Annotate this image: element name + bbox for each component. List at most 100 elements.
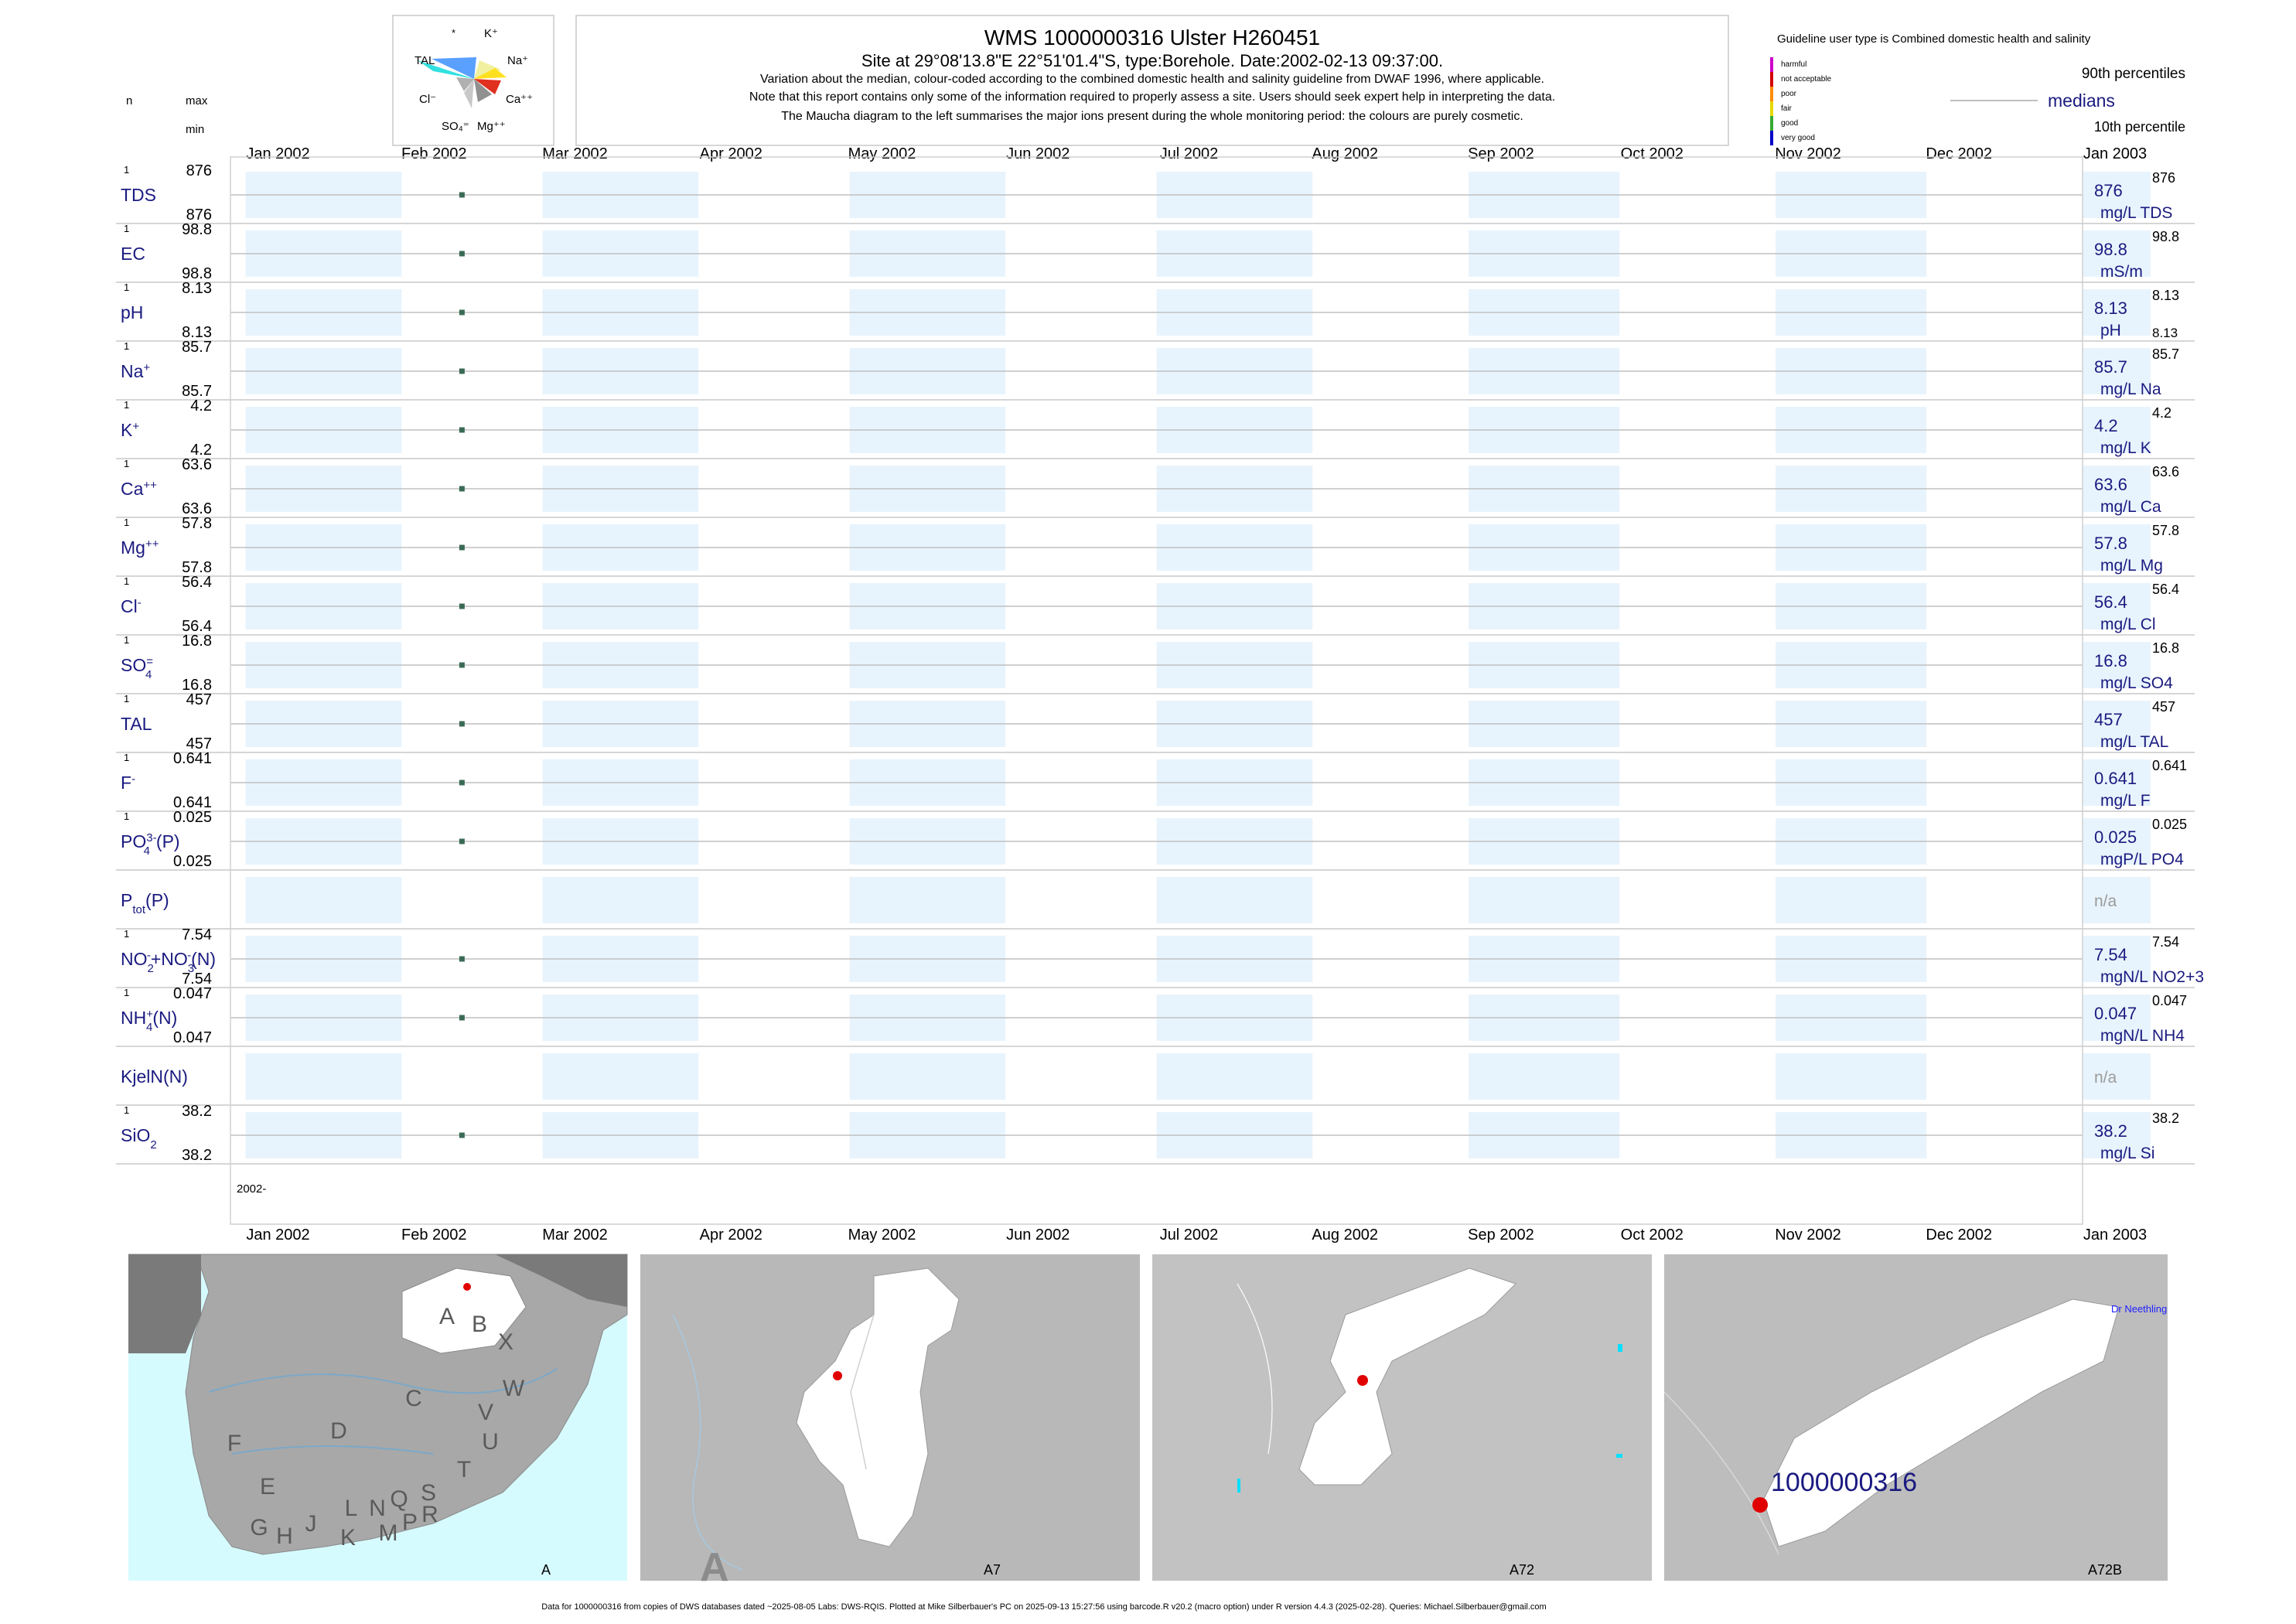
region-letter: S [421,1480,436,1506]
map-panel-a72: A72 [1152,1254,1652,1581]
month-band [1156,1053,1313,1100]
month-band [2083,1112,2151,1158]
month-band [1469,877,1620,923]
param-min: 0.641 [173,794,212,811]
maucha-label-na: Na⁺ [507,54,528,67]
map-panel-2-big-letter: A [700,1545,729,1590]
param-n: 1 [124,517,129,528]
region-letter: N [369,1496,386,1521]
param-row-ec: EC 1 98.8 98.8 98.8 98.8 mS/m [116,221,2195,283]
param-min: 0.047 [173,1029,212,1046]
month-band [2083,995,2151,1041]
data-point [459,662,465,668]
data-point [459,838,465,844]
maucha-label-star: * [452,27,455,39]
param-min: 7.54 [182,971,212,988]
x-tick-label-bottom: Dec 2002 [1926,1227,1992,1244]
param-min: 4.2 [190,442,212,459]
param-p90: 56.4 [2152,582,2179,597]
param-unit: mg/L Na [2100,380,2161,398]
footer-text: Data for 1000000316 from copies of DWS d… [541,1602,1546,1612]
param-label: NH+ 4(N) [121,1008,177,1034]
month-band [2083,407,2151,453]
site-marker [463,1283,471,1291]
month-band [2083,701,2151,747]
month-band [2083,759,2151,806]
param-unit: mg/L TDS [2100,204,2172,222]
region-letter: F [227,1431,241,1456]
param-label: F- [121,773,135,793]
data-point [459,192,465,198]
month-band [2083,348,2151,394]
param-p90: 876 [2152,170,2175,186]
map-panel-a72b: 1000000316 Dr Neethling A72B [1663,1254,2168,1581]
month-band [2083,818,2151,865]
param-max: 0.025 [173,809,212,826]
parameter-rows: TDS 1 876 876 876 876 mg/L TDS EC 1 98.8 98.8 98.8 9… [116,162,2204,1165]
param-p90: 85.7 [2152,346,2179,362]
maucha-label-ca: Ca⁺⁺ [506,93,533,106]
maucha-diagram [418,57,507,108]
param-label: SiO2 [121,1125,157,1151]
param-unit: mgP/L PO4 [2100,851,2184,868]
param-median-na: n/a [2094,892,2117,910]
region-letter: W [503,1376,525,1401]
map-panel-4-site-label: 1000000316 [1771,1468,1917,1497]
param-row-po4-p-: PO3-4 (P) 1 0.025 0.025 0.025 0.025 mgP/L PO4 [116,809,2195,871]
note-line-3: The Maucha diagram to the left summarise… [781,110,1523,123]
param-label: TDS [121,185,156,205]
legend-p90: 90th percentiles [2082,66,2185,82]
param-label: Mg++ [121,537,159,558]
param-median: 63.6 [2094,475,2127,494]
param-max: 457 [186,691,212,708]
param-p90: 0.641 [2152,758,2187,773]
param-max: 8.13 [182,280,212,297]
param-p90: 0.025 [2152,817,2187,832]
x-tick-label-bottom: Mar 2002 [542,1227,608,1244]
param-min: 8.13 [182,324,212,341]
param-unit: mgN/L NH4 [2100,1027,2185,1045]
month-band [245,877,402,923]
param-unit: mg/L Cl [2100,616,2156,633]
month-band [2083,936,2151,982]
param-max: 63.6 [182,456,212,473]
param-median: 56.4 [2094,592,2127,612]
param-max: 57.8 [182,515,212,532]
region-letter: B [472,1312,487,1337]
param-p90: 4.2 [2152,405,2171,421]
param-unit: mg/L Ca [2100,498,2161,516]
x-tick-label-top: Apr 2002 [700,145,762,162]
param-median: 38.2 [2094,1121,2127,1141]
region-letter: M [379,1520,398,1546]
param-label: Na+ [121,361,150,382]
param-label: SO= 4 [121,655,153,681]
column-header-n: n [126,94,132,107]
param-p10: 8.13 [2152,326,2178,340]
region-letter: X [498,1329,513,1355]
param-max: 85.7 [182,339,212,356]
param-p90: 98.8 [2152,229,2179,244]
x-tick-label-top: Jan 2003 [2083,145,2147,162]
data-point [459,368,465,374]
title-box [575,15,1729,146]
legend-class-swatch [1770,131,1773,145]
param-p90: 57.8 [2152,523,2179,538]
legend-class-swatch [1770,116,1773,131]
param-label: Ptot(P) [121,890,169,916]
note-line-1: Variation about the median, colour-coded… [760,73,1544,86]
x-tick-label-bottom: Jan 2002 [246,1227,309,1244]
param-label: Cl- [121,596,142,617]
legend-class-label: harmful [1781,60,1806,69]
param-row-tal: TAL 1 457 457 457 457 mg/L TAL [116,691,2195,753]
x-tick-label-top: Feb 2002 [401,145,467,162]
map-panel-4-place: Dr Neethling [2111,1303,2167,1315]
guideline-class-legend: harmful not acceptable poor fair good very go… [1770,57,1831,145]
x-tick-label-bottom: Jan 2003 [2083,1227,2147,1244]
maucha-label-mg: Mg⁺⁺ [477,120,506,133]
param-row-f: F- 1 0.641 0.641 0.641 0.641 mg/L F [116,750,2195,812]
param-median: 0.025 [2094,827,2137,847]
param-p90: 63.6 [2152,464,2179,479]
param-median: 457 [2094,710,2123,729]
maucha-label-so4: SO₄⁼ [442,120,469,133]
